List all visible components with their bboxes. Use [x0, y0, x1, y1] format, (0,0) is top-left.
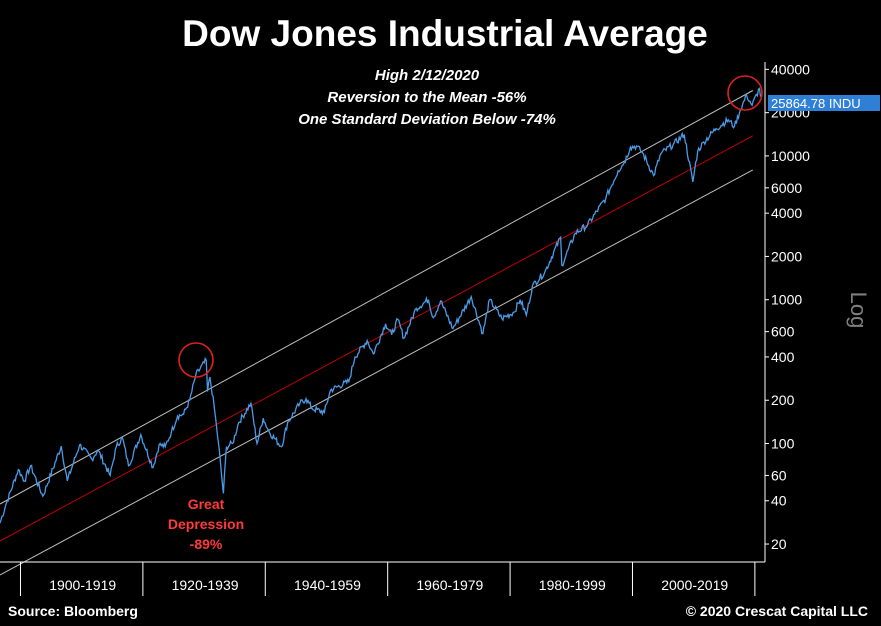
trend-band-line [0, 169, 754, 576]
y-tick-label: 100 [771, 436, 795, 452]
trend-band-line [0, 90, 754, 505]
x-period-label: 1980-1999 [539, 577, 606, 593]
last-value-label: 25864.78 INDU [771, 96, 861, 111]
annotation-depression: Depression [168, 516, 244, 532]
y-tick-label: 200 [771, 392, 795, 408]
x-period-label: 1960-1979 [416, 577, 483, 593]
y-tick-label: 40000 [771, 61, 810, 77]
dow-price-line [0, 87, 762, 524]
y-tick-label: 1000 [771, 292, 802, 308]
y-tick-label: 6000 [771, 180, 802, 196]
y-axis: 2040601002004006001000200040006000100002… [765, 61, 810, 552]
x-period-label: 2000-2019 [661, 577, 728, 593]
x-period-label: 1920-1939 [172, 577, 239, 593]
y-tick-label: 2000 [771, 248, 802, 264]
y-tick-label: 20 [771, 536, 787, 552]
footer-source: Source: Bloomberg [8, 603, 138, 619]
x-period-label: 1900-1919 [49, 577, 116, 593]
y-tick-label: 600 [771, 324, 795, 340]
footer-copyright: © 2020 Crescat Capital LLC [686, 603, 868, 619]
log-scale-label: Log [846, 292, 871, 329]
subtitle-line-2: Reversion to the Mean -56% [327, 89, 526, 106]
y-tick-label: 60 [771, 467, 787, 483]
subtitle-line-3: One Standard Deviation Below -74% [298, 111, 556, 128]
peak-2020-circle [727, 75, 763, 111]
annotation-drawdown: -89% [190, 536, 223, 552]
subtitle-line-1: High 2/12/2020 [375, 67, 480, 84]
plot-lines [0, 87, 762, 576]
trend-mean-line [0, 135, 754, 542]
chart-title: Dow Jones Industrial Average [182, 13, 708, 54]
x-period-label: 1940-1959 [294, 577, 361, 593]
y-tick-label: 40 [771, 493, 787, 509]
peak-1929-circle [178, 342, 214, 378]
annotation-great: Great [188, 496, 225, 512]
y-tick-label: 4000 [771, 205, 802, 221]
y-tick-label: 10000 [771, 148, 810, 164]
x-axis: 1900-1919 1920-1939 1940-1959 1960-1979 1980… [19, 562, 756, 596]
y-tick-label: 400 [771, 349, 795, 365]
last-value-badge [768, 95, 880, 111]
